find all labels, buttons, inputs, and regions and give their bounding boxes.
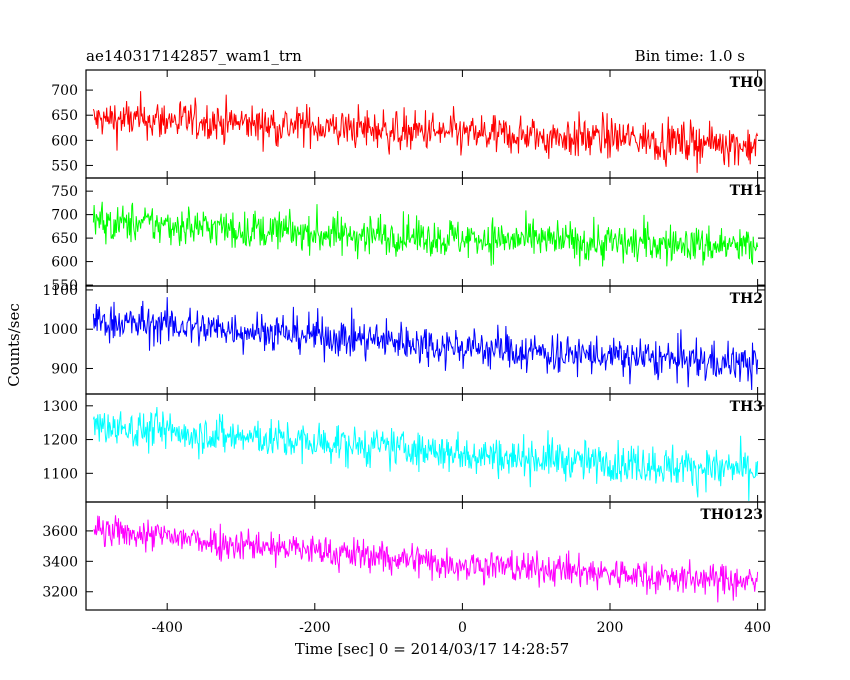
y-tick-label: 1100 bbox=[42, 466, 78, 482]
y-tick-label: 1100 bbox=[42, 283, 78, 299]
y-tick-label: 750 bbox=[51, 184, 78, 200]
series-line-th0123 bbox=[93, 515, 759, 603]
panel-th0123: 3200 3400 3600 TH0123 bbox=[42, 501, 766, 611]
series-line-th2 bbox=[92, 297, 759, 391]
panel-label-th1: TH1 bbox=[730, 183, 763, 199]
x-tick-label: 0 bbox=[458, 620, 467, 636]
x-tick-label: -200 bbox=[299, 620, 330, 636]
y-tick-label: 600 bbox=[51, 255, 78, 271]
panel-frame bbox=[85, 501, 766, 611]
y-tick-label: 3200 bbox=[42, 585, 78, 601]
panel-th0: 550 600 650 700 TH0 bbox=[51, 69, 766, 179]
panel-frame bbox=[85, 177, 766, 287]
panel-label-th0: TH0 bbox=[730, 75, 764, 91]
panels-group: 550 600 650 700 TH0 550 600 650 700 750 TH1 900 1000… bbox=[42, 69, 771, 636]
figure-title: ae140317142857_wam1_trn bbox=[86, 47, 302, 65]
series-line-th3 bbox=[92, 406, 759, 501]
y-tick-label: 550 bbox=[51, 278, 78, 294]
x-axis-label: Time [sec] 0 = 2014/03/17 14:28:57 bbox=[295, 640, 569, 658]
x-tick-label: -400 bbox=[151, 620, 182, 636]
series-line-th0 bbox=[92, 91, 759, 173]
panel-label-th0123: TH0123 bbox=[700, 507, 763, 523]
y-tick-label: 550 bbox=[51, 158, 78, 174]
y-tick-label: 700 bbox=[51, 208, 78, 224]
series-line-th1 bbox=[92, 201, 759, 267]
y-tick-label: 1200 bbox=[42, 433, 78, 449]
y-tick-label: 600 bbox=[51, 133, 78, 149]
y-tick-label: 1300 bbox=[42, 399, 78, 415]
panel-th1: 550 600 650 700 750 TH1 bbox=[51, 177, 766, 294]
x-tick-label: 400 bbox=[744, 620, 771, 636]
y-axis-label: Counts/sec bbox=[5, 303, 23, 387]
y-tick-label: 650 bbox=[51, 231, 78, 247]
y-tick-label: 3400 bbox=[42, 554, 78, 570]
y-tick-label: 650 bbox=[51, 108, 78, 124]
x-tick-label: 200 bbox=[597, 620, 624, 636]
y-tick-label: 3600 bbox=[42, 524, 78, 540]
y-tick-label: 1000 bbox=[42, 322, 78, 338]
y-tick-label: 700 bbox=[51, 83, 78, 99]
panel-th2: 900 1000 1100 TH2 bbox=[42, 283, 766, 395]
bin-time-label: Bin time: 1.0 s bbox=[635, 47, 745, 65]
panel-th3: 1100 1200 1300 TH3 bbox=[42, 393, 766, 503]
panel-label-th2: TH2 bbox=[730, 291, 763, 307]
panel-label-th3: TH3 bbox=[730, 399, 763, 415]
y-tick-label: 900 bbox=[51, 361, 78, 377]
